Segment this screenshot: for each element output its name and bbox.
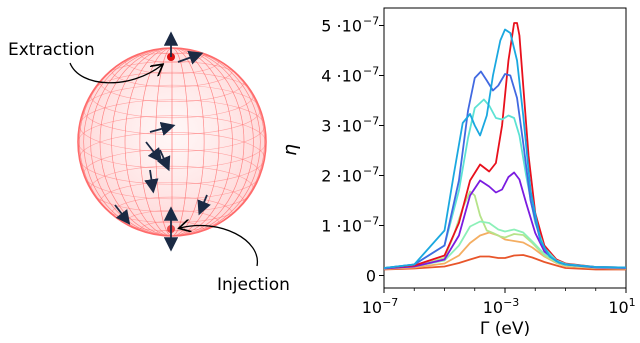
longitude-line [139,48,205,236]
y-tick-exponent: −7 [363,215,379,228]
y-tick-label: 5 ·10 [321,17,362,36]
longitude-line [124,48,220,236]
y-tick-exponent: −7 [363,15,379,28]
series-line-7 [384,98,626,269]
extraction-label: Extraction [8,40,95,60]
injection-label: Injection [217,275,290,295]
spin-arrow [114,204,131,225]
y-axis-label: η [279,144,301,156]
y-tick-label: 4 ·10 [321,67,362,86]
sphere-panel: Extraction Injection [8,31,290,295]
longitude-line [171,48,173,236]
longitude-line [155,48,189,236]
injection-callout-arrow [180,226,258,267]
spin-arrow [149,121,176,136]
spin-arrow [177,50,204,65]
y-tick-exponent: −7 [363,115,379,128]
series-line-9 [384,28,626,269]
sphere-fill [78,48,266,236]
extraction-callout-arrow [69,62,162,84]
y-tick-exponent: −7 [363,65,379,78]
x-tick-label: 10−7 [362,296,399,317]
sphere-outline [77,47,267,237]
longitude-line [79,48,265,236]
latitude-line [78,115,266,169]
y-tick-label: 1 ·10 [321,217,362,236]
spin-arrow [144,169,159,194]
series-line-6 [384,22,626,269]
x-axis-label: Γ (eV) [480,319,530,339]
y-tick-label: 2 ·10 [321,167,362,186]
series-line-1 [384,254,626,271]
longitude-line [90,48,254,236]
longitude-line [83,48,261,236]
series-layer [384,22,626,271]
y-tick-label: 0 [366,267,376,286]
spin-arrows [114,31,211,252]
longitude-line [99,48,245,236]
x-tick-label: 101 [608,296,635,317]
spin-arrow [157,149,171,172]
plot-area [383,7,627,289]
x-tick-label: 10−3 [483,296,520,317]
spin-arrow [197,194,211,216]
y-tick-exponent: −7 [363,165,379,178]
y-tick-label: 3 ·10 [321,117,362,136]
longitude-line [111,48,233,236]
